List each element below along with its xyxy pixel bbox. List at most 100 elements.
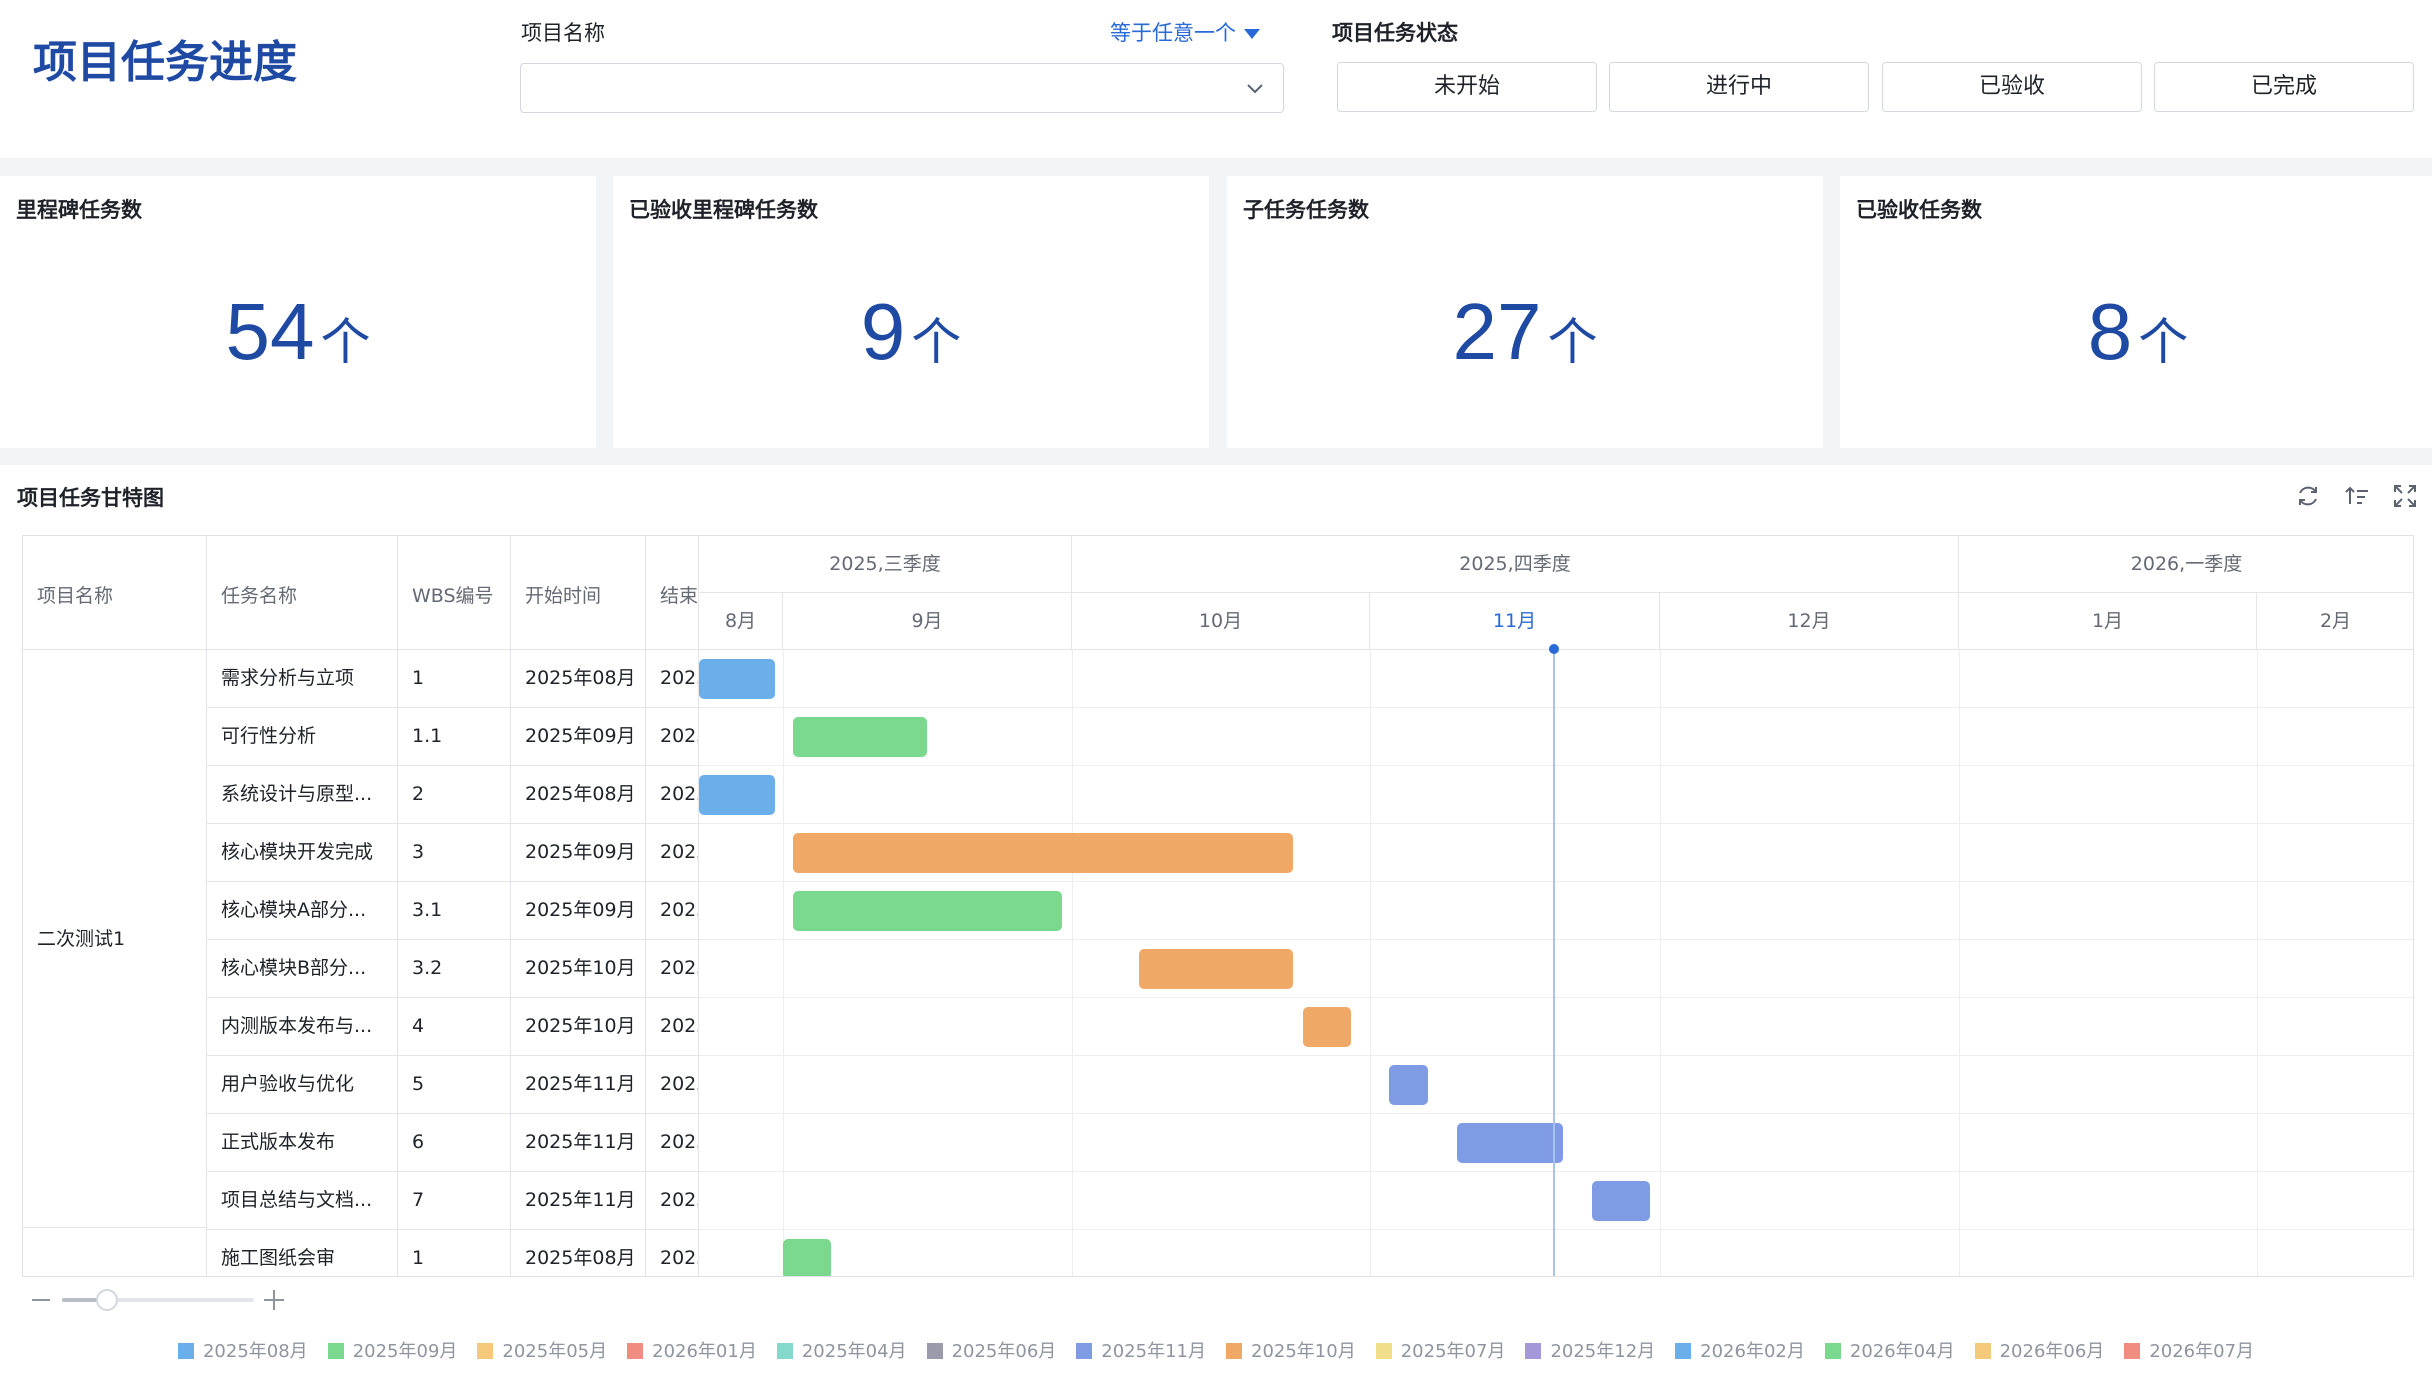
- task-bar[interactable]: [1457, 1123, 1564, 1163]
- legend-label: 2025年04月: [801, 1341, 907, 1362]
- status-option-accepted[interactable]: 已验收: [1882, 62, 2142, 112]
- gantt-title: 项目任务甘特图: [17, 486, 164, 510]
- legend-swatch: [926, 1343, 943, 1359]
- month-header: 1月: [1959, 593, 2257, 650]
- legend-label: 2025年06月: [951, 1341, 1057, 1362]
- status-filter-label: 项目任务状态: [1332, 21, 1458, 45]
- start-date-cell: 2025年08月: [511, 766, 646, 824]
- grid-row: [699, 1056, 2413, 1114]
- task-bar[interactable]: [792, 717, 928, 757]
- grid-row: [699, 824, 2413, 882]
- status-option-not-started[interactable]: 未开始: [1337, 62, 1597, 112]
- legend-item[interactable]: 2026年06月: [1974, 1337, 2104, 1363]
- task-bar[interactable]: [1139, 949, 1294, 989]
- legend-label: 2025年10月: [1251, 1341, 1356, 1362]
- legend-item[interactable]: 2026年01月: [627, 1337, 757, 1363]
- legend-swatch: [477, 1343, 494, 1359]
- project-select[interactable]: [520, 63, 1284, 113]
- gantt-timeline: 2025,三季度 2025,四季度 2026,一季度 8月 9月 10月 11月…: [699, 536, 2413, 1276]
- end-date-cell: 2025: [646, 1230, 699, 1276]
- stat-card-subtasks: 子任务任务数 27 个: [1227, 176, 1823, 448]
- legend-swatch: [776, 1343, 793, 1359]
- month-header: 8月: [699, 593, 783, 650]
- stat-card-milestones: 里程碑任务数 54 个: [0, 176, 596, 448]
- legend-swatch: [1375, 1343, 1392, 1359]
- legend-item[interactable]: 2026年07月: [2124, 1337, 2254, 1363]
- legend-item[interactable]: 2026年04月: [1824, 1337, 1955, 1363]
- month-header: 9月: [783, 593, 1072, 650]
- column-header-end: 结束: [646, 536, 699, 650]
- task-name-cell: 核心模块开发完成: [207, 824, 398, 882]
- legend-item[interactable]: 2025年09月: [327, 1337, 457, 1363]
- stat-unit: 个: [1547, 313, 1598, 371]
- legend-item[interactable]: 2025年10月: [1226, 1337, 1356, 1363]
- end-date-cell: 2025: [646, 1114, 699, 1172]
- task-bar[interactable]: [792, 891, 1063, 931]
- start-date-cell: 2025年09月: [511, 824, 646, 882]
- stat-number: 9: [860, 287, 906, 376]
- month-header: 12月: [1660, 593, 1959, 650]
- end-date-cell: 2025: [646, 940, 699, 998]
- project-cell: [23, 1228, 207, 1276]
- legend-item[interactable]: 2026年02月: [1675, 1337, 1805, 1363]
- gantt-chart: 项目名称 任务名称 WBS编号 开始时间 结束 二次测试1 需求分析与立项 1 20…: [22, 535, 2414, 1277]
- legend-item[interactable]: 2025年05月: [477, 1337, 607, 1363]
- task-bar[interactable]: [1592, 1181, 1651, 1221]
- legend-swatch: [1525, 1343, 1542, 1359]
- start-date-cell: 2025年09月: [511, 708, 646, 766]
- page-title: 项目任务进度: [33, 37, 297, 88]
- legend-item[interactable]: 2025年12月: [1525, 1337, 1655, 1363]
- wbs-cell: 5: [398, 1056, 511, 1114]
- grid-column: [1660, 650, 1960, 1276]
- grid-column: [699, 650, 784, 1276]
- grid-column: [1959, 650, 2258, 1276]
- task-name-cell: 可行性分析: [207, 708, 398, 766]
- status-option-in-progress[interactable]: 进行中: [1609, 62, 1869, 112]
- month-header: 11月: [1370, 593, 1660, 650]
- start-date-cell: 2025年11月: [511, 1172, 646, 1230]
- task-bar[interactable]: [792, 833, 1294, 873]
- grid-row: [699, 998, 2413, 1056]
- legend-item[interactable]: 2025年06月: [926, 1337, 1057, 1363]
- wbs-cell: 3.2: [398, 940, 511, 998]
- column-header-project: 项目名称: [23, 536, 207, 650]
- legend-item[interactable]: 2025年11月: [1076, 1337, 1206, 1363]
- month-header: 2月: [2257, 593, 2413, 650]
- wbs-cell: 7: [398, 1172, 511, 1230]
- wbs-cell: 3.1: [398, 882, 511, 940]
- chevron-down-icon: [1247, 84, 1263, 94]
- legend-item[interactable]: 2025年08月: [177, 1337, 308, 1363]
- project-filter-mode-dropdown[interactable]: 等于任意一个: [1110, 17, 1260, 47]
- fullscreen-icon[interactable]: [2391, 482, 2419, 510]
- task-bar[interactable]: [1389, 1065, 1428, 1105]
- legend-swatch: [1824, 1343, 1841, 1359]
- grid-row: [699, 940, 2413, 998]
- zoom-slider[interactable]: [32, 1285, 292, 1315]
- stat-number: 8: [2087, 287, 2133, 376]
- legend-swatch: [1974, 1343, 1991, 1359]
- refresh-icon[interactable]: [2294, 482, 2322, 510]
- task-name-cell: 用户验收与优化: [207, 1056, 398, 1114]
- task-bar[interactable]: [699, 775, 776, 815]
- stat-unit: 个: [911, 313, 962, 371]
- legend-item[interactable]: 2025年07月: [1375, 1337, 1505, 1363]
- status-option-completed[interactable]: 已完成: [2154, 62, 2414, 112]
- legend-label: 2026年04月: [1849, 1341, 1955, 1362]
- legend-label: 2026年07月: [2149, 1341, 2255, 1362]
- legend-swatch: [177, 1343, 194, 1359]
- stat-card-title: 已验收任务数: [1856, 198, 1982, 222]
- legend-swatch: [2124, 1343, 2141, 1359]
- task-bar[interactable]: [1302, 1007, 1351, 1047]
- zoom-slider-handle: [96, 1289, 118, 1311]
- task-bar[interactable]: [783, 1239, 832, 1276]
- legend-item[interactable]: 2025年04月: [776, 1337, 907, 1363]
- sort-icon[interactable]: [2343, 482, 2371, 510]
- task-bar[interactable]: [699, 659, 776, 699]
- stat-card-value: 27 个: [1227, 286, 1823, 378]
- quarter-header: 2025,三季度: [699, 536, 1072, 593]
- legend-label: 2025年12月: [1550, 1341, 1656, 1362]
- task-name-cell: 施工图纸会审: [207, 1230, 398, 1276]
- legend-label: 2026年01月: [652, 1341, 757, 1362]
